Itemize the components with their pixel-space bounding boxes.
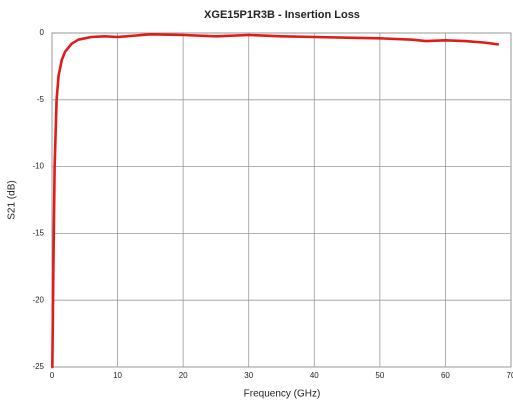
x-tick-label: 50	[375, 371, 384, 380]
x-tick-label: 20	[179, 371, 188, 380]
y-tick-label: -5	[37, 95, 45, 104]
y-tick-label: 0	[40, 28, 45, 37]
y-tick-label: -25	[32, 362, 44, 371]
x-tick-label: 0	[50, 371, 55, 380]
x-tick-label: 70	[507, 371, 513, 380]
y-axis-label: S21 (dB)	[7, 180, 18, 219]
plot-area	[51, 32, 512, 368]
y-tick-label: -15	[32, 229, 44, 238]
chart-title: XGE15P1R3B - Insertion Loss	[204, 9, 360, 21]
y-tick-label: -10	[32, 162, 44, 171]
x-tick-label: 10	[113, 371, 122, 380]
y-tick-label: -20	[32, 295, 44, 304]
x-tick-label: 40	[310, 371, 319, 380]
x-tick-label: 30	[244, 371, 253, 380]
x-axis-label: Frequency (GHz)	[244, 389, 321, 400]
x-tick-label: 60	[441, 371, 450, 380]
data-line	[51, 33, 500, 369]
